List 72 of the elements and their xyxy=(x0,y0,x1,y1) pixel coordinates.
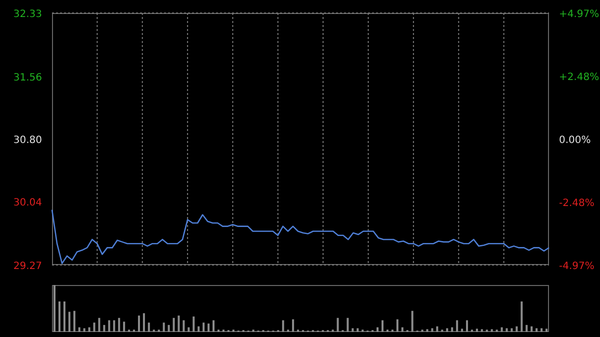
y-tick-label: 32.33 xyxy=(13,9,42,20)
bar xyxy=(346,318,349,332)
bar xyxy=(148,322,150,332)
bar xyxy=(352,328,354,332)
bar xyxy=(536,328,538,332)
bar xyxy=(500,327,503,332)
bar xyxy=(520,301,523,332)
y2-tick-label: -4.97% xyxy=(559,261,594,272)
y2-tick-label: 0.00% xyxy=(559,135,591,146)
bar xyxy=(78,327,80,332)
bar xyxy=(68,312,70,332)
bar xyxy=(510,328,513,332)
y2-tick-label: +4.97% xyxy=(559,9,600,20)
bar xyxy=(192,316,195,332)
y2-tick-label: +2.48% xyxy=(559,72,600,84)
bar xyxy=(123,322,126,332)
bar xyxy=(466,320,468,332)
bar xyxy=(162,322,165,332)
bar xyxy=(73,310,76,332)
bar xyxy=(118,318,120,332)
bar xyxy=(540,328,543,332)
bar xyxy=(456,320,458,332)
bar xyxy=(431,328,434,332)
bar xyxy=(88,327,90,332)
bar xyxy=(376,327,379,332)
y-tick-label: 30.80 xyxy=(13,135,42,146)
y-tick-label: 31.56 xyxy=(13,72,42,84)
bar xyxy=(63,301,66,332)
bar xyxy=(411,310,414,332)
bar xyxy=(83,328,86,332)
bar xyxy=(113,320,116,332)
bar xyxy=(142,313,145,332)
bar xyxy=(53,285,56,332)
bar xyxy=(182,320,185,332)
bar xyxy=(436,326,438,332)
bar xyxy=(546,328,548,332)
bar xyxy=(476,328,478,332)
bar xyxy=(401,327,404,332)
bar xyxy=(58,301,60,332)
bar xyxy=(356,328,359,332)
line-series xyxy=(51,209,550,264)
bar xyxy=(202,322,205,332)
bar xyxy=(178,316,180,332)
bar xyxy=(198,326,200,332)
bar xyxy=(451,327,454,332)
bar xyxy=(282,320,284,332)
bar xyxy=(98,318,100,332)
bar xyxy=(396,319,398,332)
bar xyxy=(93,322,96,332)
bar xyxy=(103,324,106,332)
bar xyxy=(426,329,428,332)
bar xyxy=(516,326,518,332)
bar xyxy=(188,327,190,332)
bar xyxy=(382,320,384,332)
bar xyxy=(168,324,170,332)
bar xyxy=(212,320,215,332)
bar xyxy=(480,329,483,332)
bar xyxy=(138,316,140,332)
bar xyxy=(292,319,294,332)
y2-tick-label: -2.48% xyxy=(559,198,594,209)
bar xyxy=(172,318,175,332)
bar xyxy=(336,318,339,332)
bar xyxy=(506,328,508,332)
bar xyxy=(208,324,210,332)
bar xyxy=(108,320,110,332)
bar xyxy=(461,328,464,332)
bar xyxy=(490,329,493,332)
y-tick-label: 30.04 xyxy=(13,198,42,209)
y-tick-label: 29.27 xyxy=(13,261,42,272)
bar xyxy=(526,324,528,332)
bar xyxy=(446,328,448,332)
bar xyxy=(530,326,533,332)
